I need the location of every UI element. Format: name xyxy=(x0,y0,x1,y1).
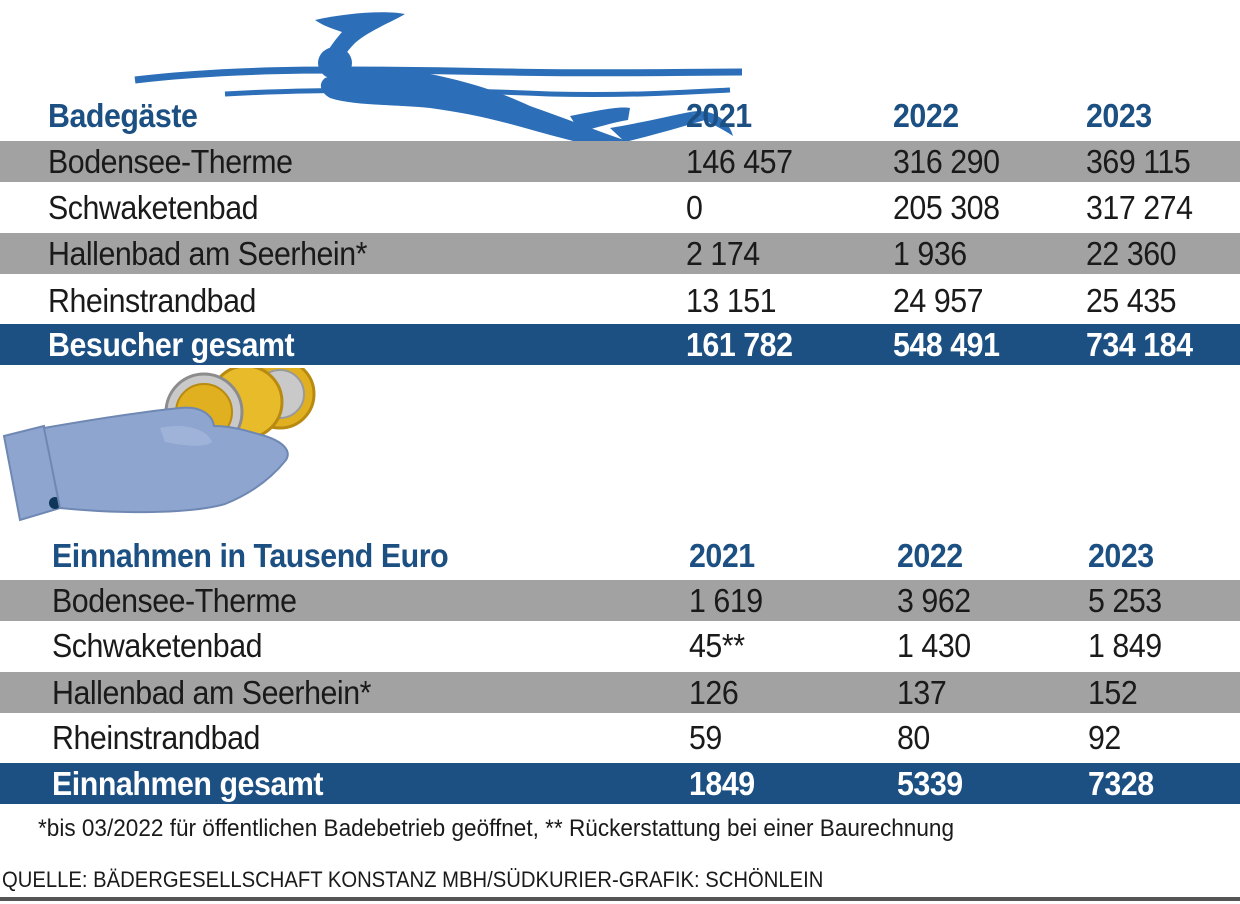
value-cell: 3 962 xyxy=(897,582,971,619)
value-cell: 1849 xyxy=(689,765,755,802)
table-row: Schwaketenbad 45** 1 430 1 849 xyxy=(0,625,1240,666)
value-cell: 205 308 xyxy=(893,189,1000,226)
row-label: Einnahmen gesamt xyxy=(52,765,324,802)
value-cell: 152 xyxy=(1088,674,1138,711)
row-label: Bodensee-Therme xyxy=(48,143,293,180)
year-header: 2021 xyxy=(686,97,752,134)
row-label: Hallenbad am Seerhein* xyxy=(48,235,367,272)
total-row: Einnahmen gesamt 1849 5339 7328 xyxy=(0,763,1240,804)
revenue-table-title: Einnahmen in Tausend Euro xyxy=(52,537,449,574)
value-cell: 1 619 xyxy=(689,582,763,619)
visitors-table-title: Badegäste xyxy=(48,97,198,134)
total-row: Besucher gesamt 161 782 548 491 734 184 xyxy=(0,324,1240,365)
year-header: 2022 xyxy=(893,97,959,134)
row-label: Bodensee-Therme xyxy=(52,582,297,619)
value-cell: 7328 xyxy=(1088,765,1154,802)
value-cell: 1 936 xyxy=(893,235,967,272)
year-header: 2022 xyxy=(897,537,963,574)
value-cell: 59 xyxy=(689,719,722,756)
value-cell: 80 xyxy=(897,719,930,756)
value-cell: 317 274 xyxy=(1086,189,1193,226)
value-cell: 1 430 xyxy=(897,627,971,664)
value-cell: 5 253 xyxy=(1088,582,1162,619)
table-row: Rheinstrandbad 13 151 24 957 25 435 xyxy=(0,280,1240,321)
value-cell: 137 xyxy=(897,674,947,711)
year-header: 2023 xyxy=(1088,537,1154,574)
row-label: Rheinstrandbad xyxy=(48,282,256,319)
table-row: Hallenbad am Seerhein* 126 137 152 xyxy=(0,672,1240,713)
bottom-divider xyxy=(0,897,1240,901)
visitors-header-row: Badegäste 2021 2022 2023 xyxy=(0,95,1240,136)
year-header: 2021 xyxy=(689,537,755,574)
value-cell: 45** xyxy=(689,627,745,664)
value-cell: 22 360 xyxy=(1086,235,1177,272)
row-label: Hallenbad am Seerhein* xyxy=(52,674,371,711)
value-cell: 161 782 xyxy=(686,326,793,363)
value-cell: 2 174 xyxy=(686,235,760,272)
table-row: Hallenbad am Seerhein* 2 174 1 936 22 36… xyxy=(0,233,1240,274)
year-header: 2023 xyxy=(1086,97,1152,134)
footnote: *bis 03/2022 für öffentlichen Badebetrie… xyxy=(38,815,955,842)
value-cell: 369 115 xyxy=(1086,143,1191,180)
value-cell: 5339 xyxy=(897,765,963,802)
table-row: Schwaketenbad 0 205 308 317 274 xyxy=(0,187,1240,228)
value-cell: 0 xyxy=(686,189,703,226)
value-cell: 126 xyxy=(689,674,739,711)
row-label: Besucher gesamt xyxy=(48,326,295,363)
value-cell: 548 491 xyxy=(893,326,1000,363)
row-label: Schwaketenbad xyxy=(48,189,259,226)
revenue-header-row: Einnahmen in Tausend Euro 2021 2022 2023 xyxy=(0,535,1240,576)
table-row: Bodensee-Therme 1 619 3 962 5 253 xyxy=(0,580,1240,621)
value-cell: 13 151 xyxy=(686,282,777,319)
value-cell: 24 957 xyxy=(893,282,984,319)
value-cell: 734 184 xyxy=(1086,326,1193,363)
table-row: Rheinstrandbad 59 80 92 xyxy=(0,717,1240,758)
row-label: Rheinstrandbad xyxy=(52,719,260,756)
source-line: QUELLE: BÄDERGESELLSCHAFT KONSTANZ MBH/S… xyxy=(2,867,824,892)
row-label: Schwaketenbad xyxy=(52,627,263,664)
value-cell: 25 435 xyxy=(1086,282,1177,319)
value-cell: 1 849 xyxy=(1088,627,1162,664)
value-cell: 146 457 xyxy=(686,143,793,180)
table-row: Bodensee-Therme 146 457 316 290 369 115 xyxy=(0,141,1240,182)
hand-with-coins-icon xyxy=(0,368,330,528)
value-cell: 316 290 xyxy=(893,143,1000,180)
value-cell: 92 xyxy=(1088,719,1121,756)
